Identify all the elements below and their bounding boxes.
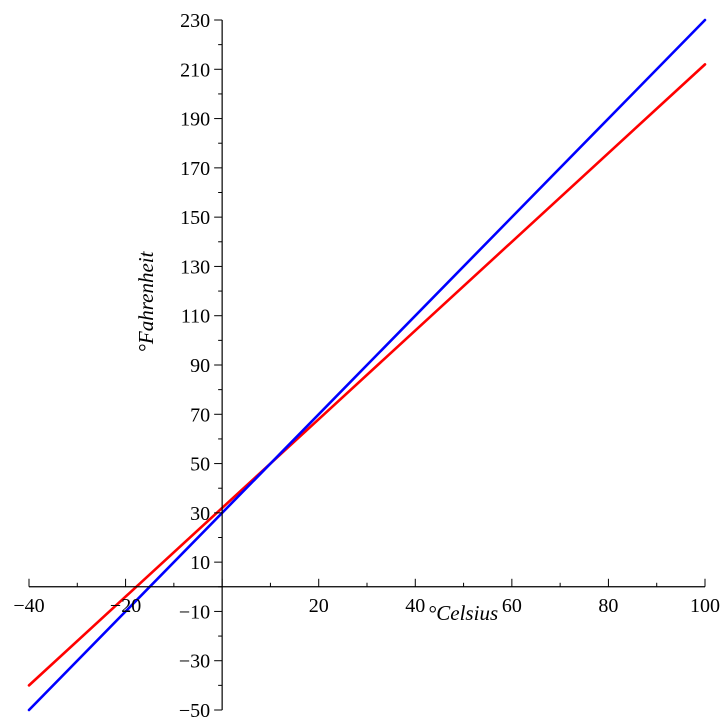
- ticks-layer: [28, 19, 706, 711]
- x-tick-label: 60: [502, 595, 522, 617]
- series-line-2: [27, 18, 707, 712]
- y-tick-label: −30: [179, 651, 210, 673]
- y-tick-label: 130: [180, 256, 210, 278]
- y-tick-label: 30: [190, 503, 210, 525]
- x-tick-label: 100: [690, 595, 720, 617]
- y-tick-label: −10: [179, 601, 210, 623]
- series-line-1: [27, 63, 707, 687]
- x-tick-label: 80: [598, 595, 618, 617]
- y-tick-label: 230: [180, 10, 210, 32]
- series-layer: [27, 18, 707, 712]
- y-tick-label: 90: [190, 355, 210, 377]
- y-tick-label: 10: [190, 552, 210, 574]
- x-tick-label: 20: [309, 595, 329, 617]
- labels-layer: −40 −20 20 40 60 80 100 −50 −30 −10 10 30 50 70 90 110 1…: [13, 10, 720, 719]
- y-tick-label: 170: [180, 158, 210, 180]
- x-tick-label: 40: [405, 595, 425, 617]
- x-tick-label: −40: [13, 595, 44, 617]
- x-axis-title: °Celsius: [428, 601, 498, 625]
- y-tick-label: 110: [181, 306, 210, 328]
- y-tick-label: −50: [179, 700, 210, 719]
- y-tick-label: 150: [180, 207, 210, 229]
- y-tick-label: 50: [190, 454, 210, 476]
- y-tick-label: 210: [180, 59, 210, 81]
- x-tick-label: −20: [110, 595, 141, 617]
- y-tick-label: 70: [190, 404, 210, 426]
- y-axis-title: °Fahrenheit: [134, 250, 158, 352]
- y-tick-label: 190: [180, 109, 210, 131]
